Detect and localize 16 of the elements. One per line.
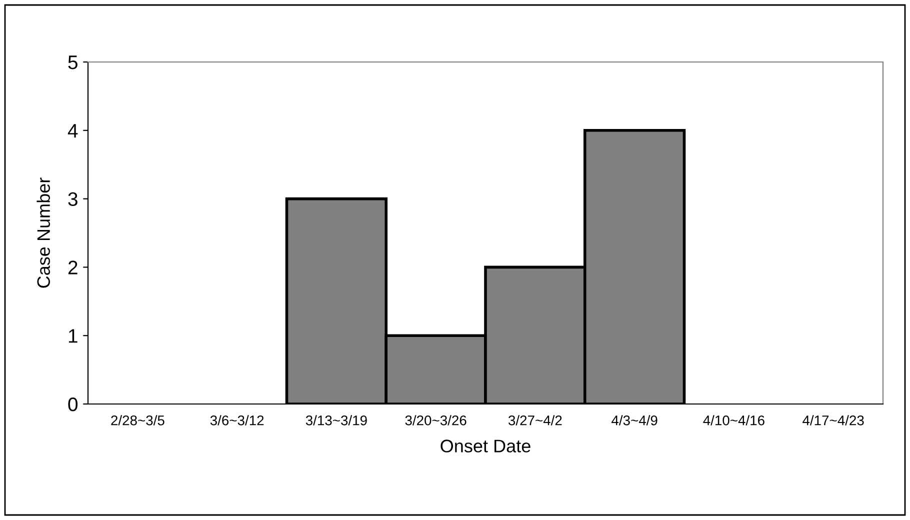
x-axis-title: Onset Date	[440, 440, 530, 452]
x-tick-label: 3/13~3/19	[306, 415, 367, 426]
y-tick-label: 5	[68, 56, 78, 70]
y-tick-label: 1	[68, 329, 78, 343]
x-tick-label: 4/17~4/23	[802, 415, 864, 426]
x-tick-label: 3/6~3/12	[210, 415, 264, 426]
x-tick-label: 2/28~3/5	[111, 415, 164, 426]
x-tick-label: 4/10~4/16	[703, 415, 764, 426]
x-tick-label: 4/3~4/9	[612, 415, 658, 426]
y-tick-label: 3	[68, 192, 78, 206]
x-tick-label: 3/20~3/26	[405, 415, 466, 426]
y-tick-label: 0	[68, 397, 78, 412]
x-tick-label: 3/27~4/2	[508, 415, 562, 426]
y-tick-label: 2	[68, 260, 78, 274]
y-tick-label: 4	[68, 124, 78, 138]
y-axis-title: Case Number	[36, 178, 50, 288]
